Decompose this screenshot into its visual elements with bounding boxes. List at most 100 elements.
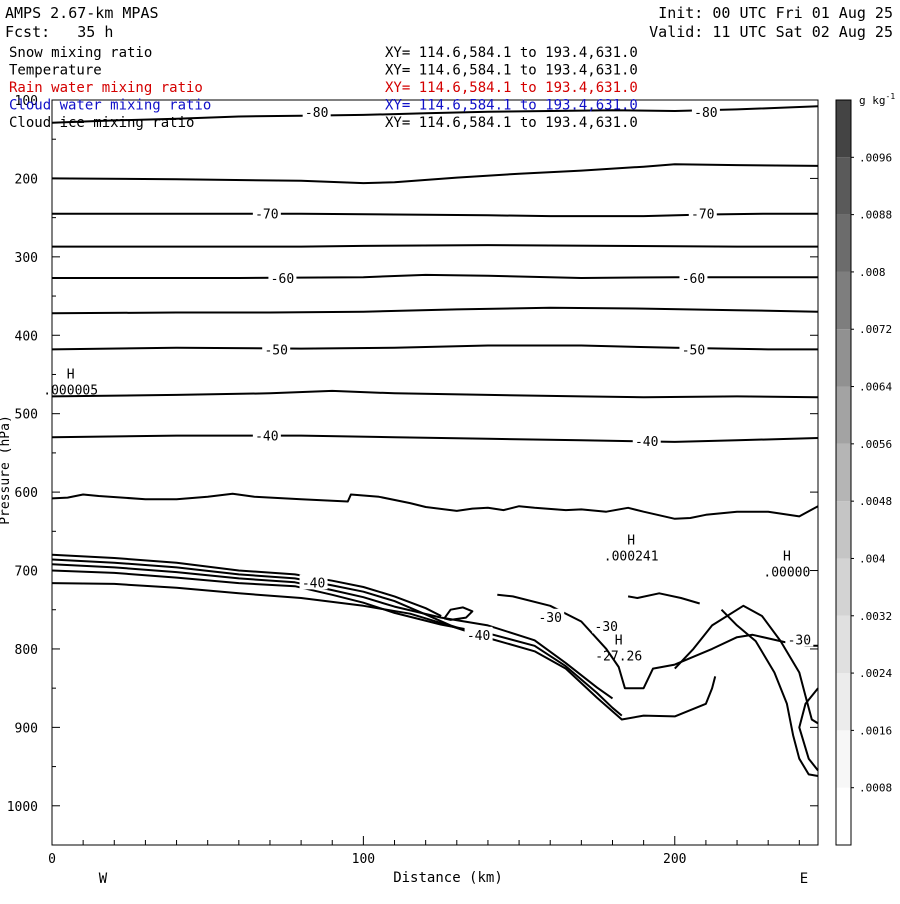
init-time: Init: 00 UTC Fri 01 Aug 25 [658, 4, 893, 22]
legend-field-name: Cloud water mixing ratio [9, 98, 211, 114]
isotherm-line [51, 306, 819, 315]
colorbar-bin [836, 214, 851, 272]
legend-field-xy: XY= 114.6,584.1 to 193.4,631.0 [385, 98, 638, 114]
colorbar-bin [836, 558, 851, 616]
y-tick-label: 200 [15, 172, 38, 187]
colorbar-unit: g kg-1 [859, 92, 895, 107]
colorbar-label: .0056 [859, 438, 892, 451]
legend-field-xy: XY= 114.6,584.1 to 193.4,631.0 [385, 115, 638, 131]
extremum-marker: H [783, 549, 791, 564]
isotherm-line [51, 105, 819, 124]
extremum-value: .000241 [604, 550, 659, 565]
contour-label-bg [252, 205, 281, 221]
contour-label: -40 [255, 430, 278, 445]
y-axis-title: Pressure (hPa) [0, 415, 13, 525]
contour-label: -60 [271, 272, 294, 287]
colorbar-label: .0048 [859, 495, 892, 508]
contour-label-bg [536, 608, 565, 624]
colorbar-bin [836, 673, 851, 731]
colorbar-bin [836, 501, 851, 559]
y-tick-label: 400 [15, 329, 38, 344]
colorbar-bin [836, 443, 851, 502]
legend-field-xy: XY= 114.6,584.1 to 193.4,631.0 [385, 80, 638, 96]
isotherm-line [497, 593, 818, 690]
colorbar-unit-base: g kg [859, 94, 886, 107]
east-label: E [800, 871, 808, 887]
x-axis-title: Distance (km) [393, 870, 503, 886]
isotherm-line [51, 492, 819, 520]
colorbar-bin [836, 157, 851, 215]
colorbar-bin [836, 100, 851, 158]
colorbar-label: .0024 [859, 667, 892, 680]
contour-label: -40 [467, 629, 490, 644]
x-tick-label: 0 [48, 852, 56, 867]
y-tick-label: 100 [15, 94, 38, 109]
contour-label-bg [632, 433, 661, 449]
isotherm-line [443, 606, 474, 621]
y-tick-label: 600 [15, 486, 38, 501]
colorbar-frame [835, 99, 852, 846]
axis-layer: 100 200 300 400 500 600 700 800 900 1000 0 100 200 [7, 94, 818, 867]
isotherm-line [51, 582, 717, 721]
colorbar-bin [836, 386, 851, 444]
contour-label-bg [679, 341, 708, 357]
contour-label: -80 [694, 106, 717, 121]
field-legend: Snow mixing ratio XY= 114.6,584.1 to 193.… [9, 45, 638, 131]
valid-time: Valid: 11 UTC Sat 02 Aug 25 [649, 23, 893, 41]
colorbar-bin [836, 730, 851, 788]
colorbar-label: .004 [859, 552, 886, 565]
plot-frame [51, 99, 819, 846]
colorbar-label: .0008 [859, 782, 892, 795]
isotherm-line [627, 592, 700, 605]
isotherm-line [674, 604, 819, 725]
y-tick-label: 700 [15, 565, 38, 580]
contour-label-bg [262, 341, 291, 357]
x-tick-label: 100 [352, 852, 375, 867]
isotherm-line [52, 244, 818, 248]
y-tick-label: 900 [15, 721, 38, 736]
extremum-value: .000005 [43, 383, 98, 398]
isotherm-line [720, 608, 819, 777]
colorbar-label: .008 [859, 266, 886, 279]
contour-label-bg [785, 631, 814, 647]
isotherm-line [798, 687, 819, 772]
colorbar-bin [836, 271, 851, 330]
isotherm-line [52, 273, 818, 279]
colorbar-label: .0032 [859, 610, 892, 623]
isotherm-line [51, 558, 473, 634]
contour-label: -30 [595, 620, 618, 635]
contour-label: -30 [538, 611, 561, 626]
contour-label-bg [302, 103, 331, 119]
colorbar-label: .0096 [859, 151, 892, 164]
contour-label: -60 [682, 272, 705, 287]
contour-label-bg [679, 270, 708, 286]
contour-label: -70 [691, 208, 714, 223]
legend-field-name: Temperature [9, 63, 102, 79]
x-tick-label: 200 [663, 852, 686, 867]
colorbar-label: .0016 [859, 724, 892, 737]
colorbar-bin [836, 787, 851, 845]
extremum-value: .00000 [763, 565, 810, 580]
legend-field-xy: XY= 114.6,584.1 to 193.4,631.0 [385, 63, 638, 79]
extremum-value: -27.26 [595, 649, 642, 664]
model-title: AMPS 2.67-km MPAS [5, 4, 159, 22]
contour-label-bg [252, 427, 281, 443]
contour-label-bg [691, 103, 720, 119]
colorbar-bin [836, 615, 851, 674]
isotherm-line [52, 212, 818, 218]
isotherm-line [51, 563, 614, 700]
colorbar-label: .0088 [859, 209, 892, 222]
y-tick-label: 1000 [7, 800, 38, 815]
contour-label-layer: -80 -80 -70 -70 -60 -60 -50 -50 -40 -40 -40 -40 -30 -… [252, 103, 814, 649]
isotherm-line [51, 389, 819, 399]
y-tick-label: 500 [15, 408, 38, 423]
legend-field-xy: XY= 114.6,584.1 to 193.4,631.0 [385, 45, 638, 61]
legend-field-name: Cloud ice mixing ratio [9, 115, 194, 131]
contour-label: -70 [255, 208, 278, 223]
colorbar: .0096 .0088 .008 .0072 .0064 .0056 .0048 .004 .0… [835, 99, 892, 846]
isotherm-line [51, 434, 819, 443]
contour-label: -40 [302, 576, 325, 591]
